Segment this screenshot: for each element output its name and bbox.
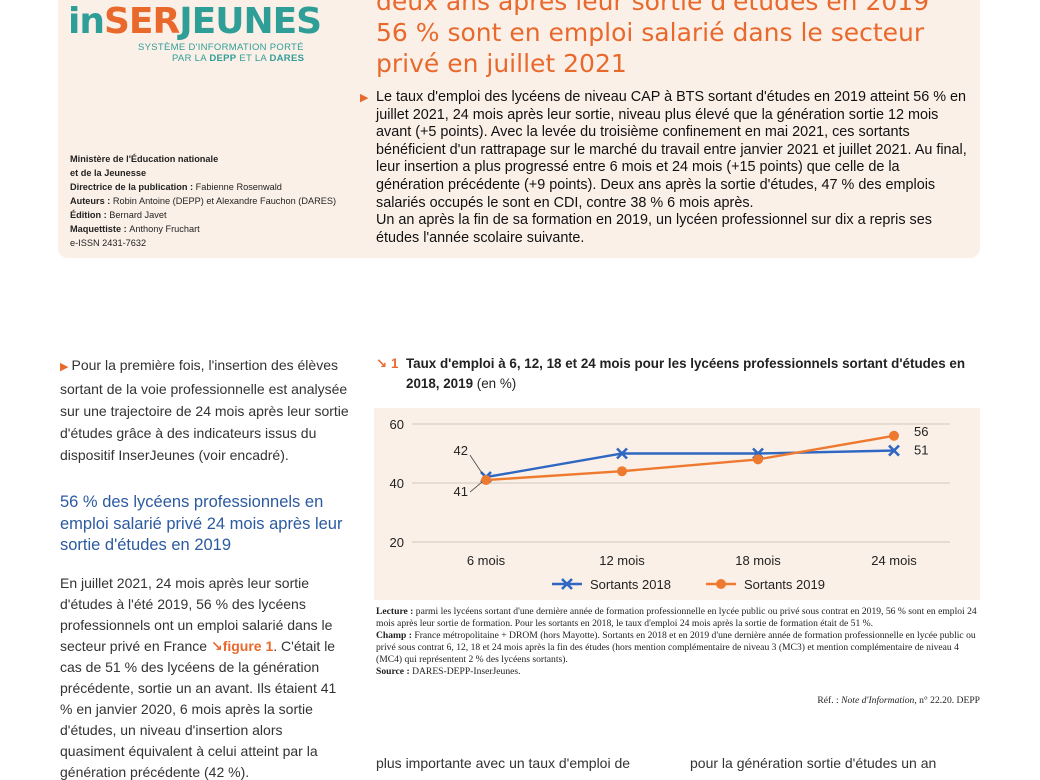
section-title: 56 % des lycéens professionnels en emplo… — [60, 493, 343, 554]
data-point — [753, 454, 763, 465]
series-line — [485, 449, 895, 479]
data-label: 42 — [454, 443, 468, 458]
data-point — [616, 447, 628, 460]
triangle-bullet-icon: ▶ — [60, 361, 72, 373]
label-leader — [469, 481, 483, 493]
x-tick-label: 12 mois — [599, 553, 645, 568]
intro-paragraph: ▶ Pour la première fois, l'insertion des… — [60, 357, 349, 463]
reference-line: Réf. : Note d'Information, n° 22.20. DEP… — [817, 695, 980, 706]
legend-marker — [716, 579, 726, 589]
publication-credits: Ministère de l'Éducation nationale et de… — [70, 154, 337, 248]
figure-link[interactable]: ↘figure 1 — [210, 637, 274, 654]
line-chart: 20 40 60 6 mois 12 mois 18 mois 24 mois 42 51 41 5… — [390, 417, 950, 592]
left-column: ▶ Pour la première fois, l'insertion des… — [60, 354, 350, 780]
page-headline: deux ans après leur sortie d'études en 2… — [376, 0, 930, 78]
figure-title: ↘ 1 Taux d'emploi à 6, 12, 18 et 24 mois… — [376, 356, 966, 391]
figure-notes: Lecture : parmi les lycéens sortant d'un… — [376, 606, 977, 677]
data-point — [889, 430, 899, 441]
x-tick-label: 6 mois — [467, 553, 506, 568]
data-point — [888, 444, 900, 457]
data-point — [617, 466, 627, 477]
y-tick-label: 60 — [390, 417, 404, 432]
series-line — [485, 434, 895, 482]
summary-text: ▶ Le taux d'emploi des lycéens de niveau… — [360, 89, 967, 246]
data-label: 41 — [454, 484, 468, 499]
data-label: 51 — [914, 443, 928, 458]
legend-marker — [561, 578, 573, 590]
legend-label: Sortants 2019 — [744, 577, 825, 592]
x-tick-label: 24 mois — [871, 553, 917, 568]
column-2-text: plus importante avec un taux d'emploi de — [376, 755, 631, 771]
body-paragraph: En juillet 2021, 24 mois après leur sort… — [60, 574, 337, 780]
data-point — [481, 475, 491, 486]
x-tick-label: 18 mois — [735, 553, 781, 568]
label-leader — [469, 454, 483, 474]
data-label: 56 — [914, 424, 928, 439]
legend-label: Sortants 2018 — [590, 577, 671, 592]
y-tick-label: 20 — [390, 535, 404, 550]
chart-panel: 20 40 60 6 mois 12 mois 18 mois 24 mois 42 51 41 5… — [374, 408, 980, 600]
y-tick-label: 40 — [390, 476, 404, 491]
triangle-bullet-icon: ▶ — [360, 92, 369, 104]
inserjeunes-logo: inSERJEUNES SYSTÈME D'INFORMATION PORTÉ … — [68, 1, 322, 65]
summary-banner — [58, 0, 980, 258]
column-3-text: pour la génération sortie d'études un an — [690, 755, 937, 771]
